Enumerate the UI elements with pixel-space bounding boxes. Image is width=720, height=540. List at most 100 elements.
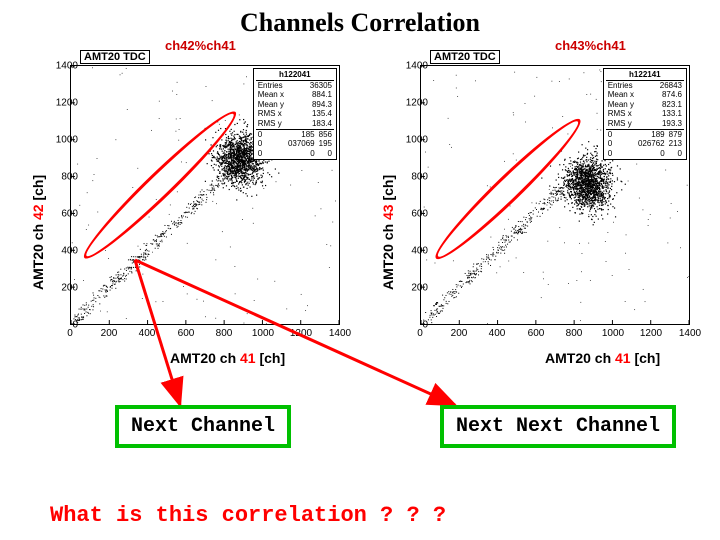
- rmsy-val: 193.3: [636, 119, 684, 129]
- xtick: 1000: [243, 328, 283, 339]
- xtick: 200: [439, 328, 479, 339]
- xtick: 600: [166, 328, 206, 339]
- xlabel-pre: AMT20 ch: [170, 350, 240, 366]
- i11: 026762: [636, 139, 667, 149]
- y-axis-label: AMT20 ch 43 [ch]: [380, 175, 396, 290]
- chart-panel-right: ch43%ch41 AMT20 TDC AMT20 ch 43 [ch] h12…: [370, 60, 700, 360]
- xlabel-ch: 41: [615, 350, 631, 366]
- xtick: 200: [89, 328, 129, 339]
- ytick: 400: [398, 246, 428, 257]
- rmsx-label: RMS x: [606, 109, 636, 119]
- meanx-label: Mean x: [606, 90, 636, 100]
- i02: 856: [317, 129, 334, 139]
- panel-subtitle-black: AMT20 TDC: [430, 50, 500, 64]
- meany-label: Mean y: [256, 100, 286, 110]
- i22: 0: [317, 149, 334, 159]
- i10: 0: [256, 139, 286, 149]
- ylabel-pre: AMT20 ch: [30, 220, 46, 290]
- xtick: 400: [477, 328, 517, 339]
- plot-area: h122141 Entries26843 Mean x874.6 Mean y8…: [420, 65, 690, 325]
- xlabel-post: [ch]: [631, 350, 661, 366]
- ytick: 1000: [48, 135, 78, 146]
- stats-box: h122141 Entries26843 Mean x874.6 Mean y8…: [603, 68, 687, 160]
- ytick: 600: [398, 209, 428, 220]
- meany-val: 894.3: [286, 100, 334, 110]
- chart-panel-left: ch42%ch41 AMT20 TDC AMT20 ch 42 [ch] h12…: [20, 60, 350, 360]
- i11: 037069: [286, 139, 317, 149]
- xtick: 0: [400, 328, 440, 339]
- ylabel-pre: AMT20 ch: [380, 220, 396, 290]
- ytick: 1400: [398, 61, 428, 72]
- ytick: 1200: [48, 98, 78, 109]
- x-axis-label-left: AMT20 ch 41 [ch]: [170, 350, 285, 366]
- next-channel-box: Next Channel: [115, 405, 291, 448]
- ytick: 800: [398, 172, 428, 183]
- next-next-channel-box: Next Next Channel: [440, 405, 676, 448]
- ylabel-post: [ch]: [380, 175, 396, 205]
- panel-subtitle-prefix: AMT20 TDC: [434, 51, 496, 63]
- i00: 0: [606, 129, 636, 139]
- page-title: Channels Correlation: [0, 8, 720, 38]
- entries-val: 36305: [286, 80, 334, 90]
- xlabel-post: [ch]: [256, 350, 286, 366]
- i01: 185: [286, 129, 317, 139]
- panel-subtitle-red: ch43%ch41: [555, 38, 626, 53]
- stats-box: h122041 Entries36305 Mean x884.1 Mean y8…: [253, 68, 337, 160]
- rmsy-label: RMS y: [606, 119, 636, 129]
- ytick: 800: [48, 172, 78, 183]
- xlabel-ch: 41: [240, 350, 256, 366]
- x-axis-label-right: AMT20 ch 41 [ch]: [545, 350, 660, 366]
- rmsy-val: 183.4: [286, 119, 334, 129]
- rmsy-label: RMS y: [256, 119, 286, 129]
- meanx-label: Mean x: [256, 90, 286, 100]
- xtick: 1400: [320, 328, 360, 339]
- entries-label: Entries: [256, 80, 286, 90]
- i20: 0: [256, 149, 286, 159]
- meany-label: Mean y: [606, 100, 636, 110]
- rmsx-val: 135.4: [286, 109, 334, 119]
- panel-subtitle-black: AMT20 TDC: [80, 50, 150, 64]
- xtick: 0: [50, 328, 90, 339]
- i21: 0: [286, 149, 317, 159]
- stats-hname: h122041: [256, 70, 334, 80]
- meanx-val: 884.1: [286, 90, 334, 100]
- i00: 0: [256, 129, 286, 139]
- y-axis-label: AMT20 ch 42 [ch]: [30, 175, 46, 290]
- entries-label: Entries: [606, 80, 636, 90]
- entries-val: 26843: [636, 80, 684, 90]
- question-text: What is this correlation ? ? ?: [50, 503, 446, 528]
- ytick: 1000: [398, 135, 428, 146]
- xtick: 1000: [593, 328, 633, 339]
- xtick: 600: [516, 328, 556, 339]
- i22: 0: [667, 149, 684, 159]
- meany-val: 823.1: [636, 100, 684, 110]
- i10: 0: [606, 139, 636, 149]
- xtick: 1200: [631, 328, 671, 339]
- xtick: 800: [554, 328, 594, 339]
- ylabel-ch: 43: [380, 204, 396, 220]
- ytick: 1400: [48, 61, 78, 72]
- xtick: 1400: [670, 328, 710, 339]
- xlabel-pre: AMT20 ch: [545, 350, 615, 366]
- ytick: 200: [398, 283, 428, 294]
- i12: 195: [317, 139, 334, 149]
- panel-subtitle-red: ch42%ch41: [165, 38, 236, 53]
- xtick: 800: [204, 328, 244, 339]
- xtick: 400: [127, 328, 167, 339]
- stats-hname: h122141: [606, 70, 684, 80]
- xtick: 1200: [281, 328, 321, 339]
- ytick: 600: [48, 209, 78, 220]
- ylabel-post: [ch]: [30, 175, 46, 205]
- ytick: 1200: [398, 98, 428, 109]
- plot-area: h122041 Entries36305 Mean x884.1 Mean y8…: [70, 65, 340, 325]
- rmsx-label: RMS x: [256, 109, 286, 119]
- meanx-val: 874.6: [636, 90, 684, 100]
- ytick: 400: [48, 246, 78, 257]
- i20: 0: [606, 149, 636, 159]
- ylabel-ch: 42: [30, 204, 46, 220]
- rmsx-val: 133.1: [636, 109, 684, 119]
- i21: 0: [636, 149, 667, 159]
- panel-subtitle-prefix: AMT20 TDC: [84, 51, 146, 63]
- i02: 879: [667, 129, 684, 139]
- i01: 189: [636, 129, 667, 139]
